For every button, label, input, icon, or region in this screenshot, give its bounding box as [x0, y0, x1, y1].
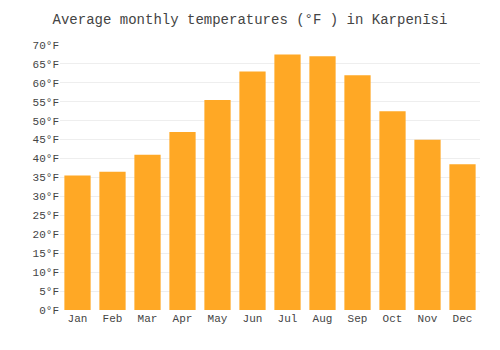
svg-text:10°F: 10°F — [33, 267, 59, 279]
svg-text:Apr: Apr — [173, 313, 193, 325]
svg-text:Aug: Aug — [313, 313, 333, 325]
svg-text:55°F: 55°F — [33, 97, 59, 109]
svg-text:20°F: 20°F — [33, 229, 59, 241]
svg-text:50°F: 50°F — [33, 116, 59, 128]
svg-text:35°F: 35°F — [33, 172, 59, 184]
svg-text:Nov: Nov — [418, 313, 438, 325]
svg-text:May: May — [208, 313, 228, 325]
svg-text:30°F: 30°F — [33, 191, 59, 203]
svg-text:Dec: Dec — [453, 313, 473, 325]
svg-text:Sep: Sep — [348, 313, 368, 325]
svg-text:Jul: Jul — [278, 313, 298, 325]
svg-text:5°F: 5°F — [39, 286, 59, 298]
svg-text:Feb: Feb — [103, 313, 123, 325]
svg-text:25°F: 25°F — [33, 210, 59, 222]
svg-text:15°F: 15°F — [33, 248, 59, 260]
svg-text:Jun: Jun — [243, 313, 263, 325]
svg-text:40°F: 40°F — [33, 153, 59, 165]
svg-text:Average monthly temperatures (: Average monthly temperatures (°F ) in Ka… — [53, 12, 448, 28]
svg-text:65°F: 65°F — [33, 59, 59, 71]
svg-text:0°F: 0°F — [39, 305, 59, 317]
svg-text:60°F: 60°F — [33, 78, 59, 90]
svg-text:Jan: Jan — [68, 313, 88, 325]
svg-text:Oct: Oct — [383, 313, 403, 325]
svg-text:45°F: 45°F — [33, 134, 59, 146]
svg-text:Mar: Mar — [138, 313, 158, 325]
svg-text:70°F: 70°F — [33, 40, 59, 52]
